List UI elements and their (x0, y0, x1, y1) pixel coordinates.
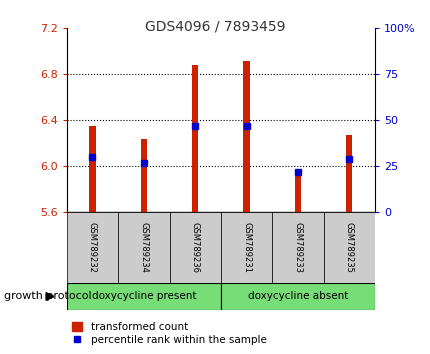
Bar (192, 65, 198, 212)
Bar (243, 61, 249, 212)
Text: GSM789231: GSM789231 (242, 222, 251, 273)
Bar (67, 283, 221, 310)
Text: doxycycline absent: doxycycline absent (247, 291, 347, 302)
Legend: transformed count, percentile rank within the sample: transformed count, percentile rank withi… (72, 322, 266, 345)
Bar (141, 139, 147, 212)
Bar (118, 212, 169, 283)
Text: growth protocol: growth protocol (4, 291, 92, 302)
Bar (272, 212, 323, 283)
Bar (89, 126, 95, 212)
Text: GSM789236: GSM789236 (190, 222, 199, 273)
Bar (67, 212, 118, 283)
Bar (323, 212, 374, 283)
Bar (220, 212, 272, 283)
Bar (345, 135, 352, 212)
Bar (220, 283, 374, 310)
Text: GSM789233: GSM789233 (293, 222, 302, 273)
Text: GSM789234: GSM789234 (139, 222, 148, 273)
Text: GDS4096 / 7893459: GDS4096 / 7893459 (145, 19, 285, 34)
Text: doxycycline present: doxycycline present (92, 291, 196, 302)
Bar (169, 212, 220, 283)
Bar (294, 176, 300, 212)
Text: GSM789232: GSM789232 (88, 222, 97, 273)
Text: GSM789235: GSM789235 (344, 222, 353, 273)
